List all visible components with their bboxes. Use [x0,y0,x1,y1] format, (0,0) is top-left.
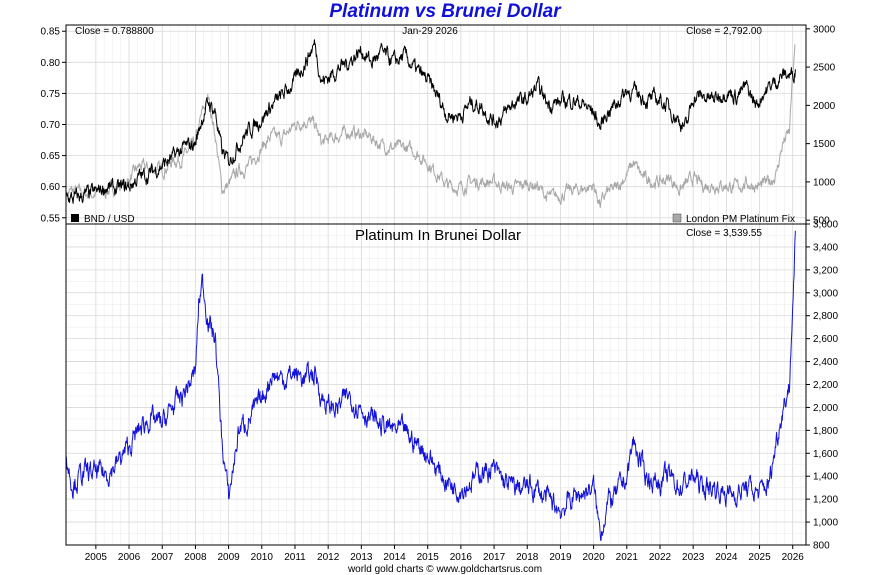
axis-ticks: 2005 2006 2007 2008 2009 2010 2011 2012 2013 2014… [41,24,839,563]
y-tick-label-right: 2500 [813,63,836,74]
y-tick-label-bottom: 800 [813,541,830,552]
y-tick-label-bottom: 1,000 [813,518,838,529]
x-tick-label: 2021 [616,552,639,563]
y-tick-label-bottom: 3,600 [813,220,838,231]
x-tick-label: 2007 [151,552,174,563]
x-tick-label: 2018 [516,552,539,563]
y-tick-label-left: 0.65 [41,151,61,162]
y-tick-label-right: 1500 [813,139,836,150]
x-tick-label: 2024 [715,552,738,563]
x-tick-label: 2006 [118,552,141,563]
y-tick-label-bottom: 1,600 [813,449,838,460]
footer-credit: world gold charts © www.goldchartsrus.co… [347,564,542,575]
x-tick-label: 2008 [184,552,207,563]
x-tick-label: 2014 [383,552,406,563]
bottom-panel-title: Platinum In Brunei Dollar [355,227,521,244]
y-tick-label-bottom: 1,800 [813,426,838,437]
y-tick-label-left: 0.70 [41,120,61,131]
legend-swatch-platinum [672,213,682,223]
y-tick-label-left: 0.75 [41,89,61,100]
top-close-right: Close = 2,792.00 [686,26,762,37]
y-tick-label-bottom: 3,000 [813,288,838,299]
y-tick-label-bottom: 3,400 [813,242,838,253]
y-tick-label-right: 2000 [813,101,836,112]
y-tick-label-bottom: 2,000 [813,403,838,414]
series-line-platinum-bnd [65,230,796,541]
top-date: Jan-29 2026 [402,26,458,37]
y-tick-label-right: 1000 [813,177,836,188]
series-layer [65,39,796,541]
y-tick-label-bottom: 3,200 [813,265,838,276]
y-tick-label-left: 0.60 [41,182,61,193]
x-tick-label: 2012 [317,552,340,563]
y-tick-label-left: 0.55 [41,213,61,224]
top-panel-grid [66,25,806,224]
y-tick-label-left: 0.80 [41,58,61,69]
x-tick-label: 2005 [85,552,108,563]
series-line-bnd-usd [65,39,796,204]
x-tick-label: 2022 [649,552,672,563]
bottom-panel-grid [66,223,806,546]
x-tick-label: 2019 [549,552,572,563]
bottom-close-label: Close = 3,539.55 [686,228,762,239]
x-tick-label: 2025 [748,552,771,563]
legend-swatch-bnd [71,214,79,222]
series-line-platinum-usd [65,44,796,209]
y-tick-label-bottom: 2,800 [813,311,838,322]
y-tick-label-bottom: 2,400 [813,357,838,368]
y-tick-label-left: 0.85 [41,27,61,38]
legend-label-platinum: London PM Platinum Fix [686,214,795,225]
legend-label-bnd: BND / USD [84,214,135,225]
x-tick-label: 2009 [217,552,240,563]
x-tick-label: 2023 [682,552,705,563]
x-tick-label: 2015 [417,552,440,563]
x-tick-label: 2011 [284,552,306,563]
x-tick-label: 2026 [782,552,805,563]
y-tick-label-bottom: 1,200 [813,495,838,506]
x-tick-label: 2017 [483,552,506,563]
y-tick-label-bottom: 2,600 [813,334,838,345]
x-tick-label: 2016 [450,552,473,563]
x-tick-label: 2020 [582,552,605,563]
x-tick-label: 2013 [350,552,373,563]
x-tick-label: 2010 [251,552,274,563]
chart-title: Platinum vs Brunei Dollar [329,1,561,22]
top-close-left: Close = 0.788800 [75,26,154,37]
y-tick-label-right: 3000 [813,24,836,35]
y-tick-label-bottom: 2,200 [813,380,838,391]
y-tick-label-bottom: 1,400 [813,472,838,483]
y-tick-label-right: 500 [813,216,830,227]
